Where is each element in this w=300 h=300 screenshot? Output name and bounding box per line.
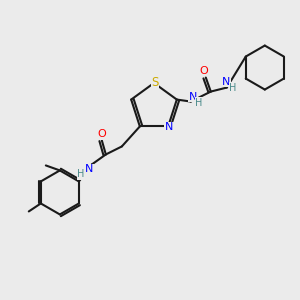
Text: H: H bbox=[77, 169, 85, 179]
Text: H: H bbox=[195, 98, 202, 108]
Text: N: N bbox=[189, 92, 197, 102]
Text: O: O bbox=[200, 66, 208, 76]
Text: S: S bbox=[151, 76, 159, 88]
Text: N: N bbox=[85, 164, 93, 174]
Text: N: N bbox=[165, 122, 173, 132]
Text: H: H bbox=[229, 82, 236, 93]
Text: N: N bbox=[222, 76, 230, 87]
Text: O: O bbox=[98, 129, 106, 140]
